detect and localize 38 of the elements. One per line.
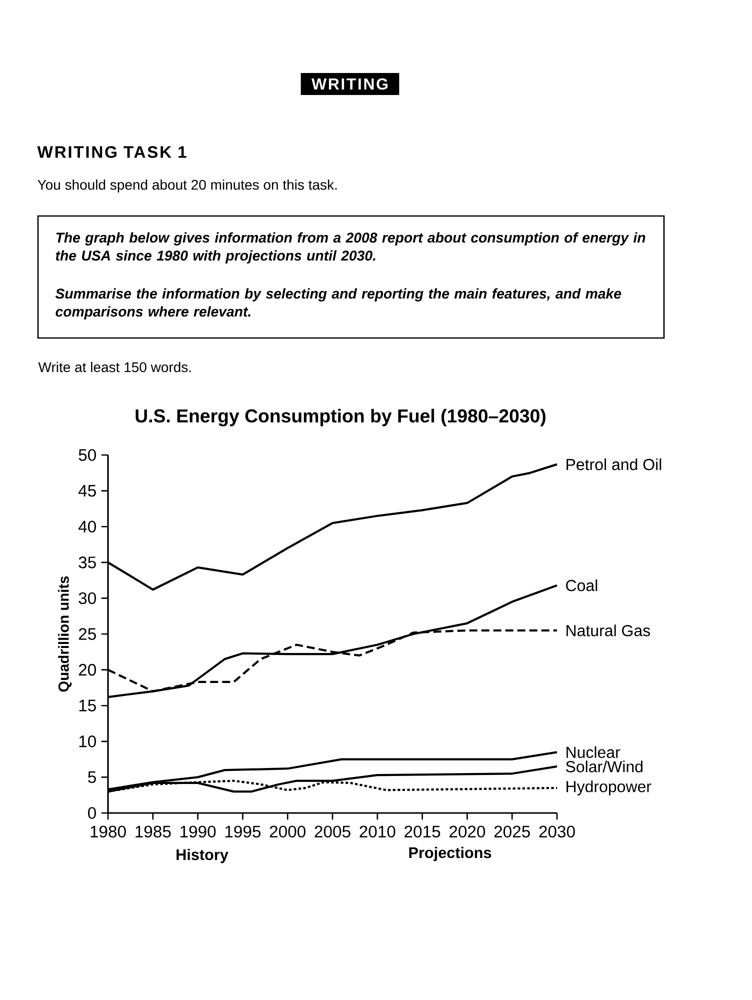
series-label: Petrol and Oil [566, 458, 662, 470]
series-label: Nuclear [566, 746, 620, 758]
x-tick-label: 1990 [180, 826, 216, 838]
y-axis-title: Quadrillion units [58, 576, 72, 692]
x-tick-label: 1980 [90, 826, 126, 838]
x-tick-label: 2015 [404, 826, 440, 838]
y-tick-label: 20 [78, 664, 96, 676]
x-tick-label: 2030 [539, 826, 575, 838]
series-label: Natural Gas [566, 624, 650, 636]
series-label: Solar/Wind [566, 760, 642, 772]
y-tick-label: 40 [78, 520, 96, 533]
y-tick-label: 30 [78, 592, 96, 604]
x-tick-label: 2025 [494, 826, 530, 838]
y-tick-label: 15 [79, 700, 96, 712]
x-tick-label: 2020 [449, 826, 486, 838]
text: Write at least 150 words. [38, 362, 191, 372]
x-tick-label: 1985 [136, 826, 171, 838]
x-tick-label: 2005 [314, 826, 350, 838]
text: WRITING TASK 1 [37, 146, 186, 158]
y-tick-label: 0 [88, 807, 96, 819]
text: The graph below gives information from a 2008 report about consumption of energy in the USA since 1980 with projections until 2030. [56, 232, 646, 264]
text: You should spend about 20 minutes on this task. [38, 179, 337, 193]
y-tick-label: 45 [78, 485, 96, 497]
y-tick-label: 5 [88, 771, 96, 784]
y-tick-label: 25 [78, 628, 96, 640]
y-tick-label: 50 [78, 449, 96, 461]
series-label: Coal [566, 579, 598, 592]
x-tick-label: 1995 [225, 826, 261, 838]
text: History [176, 848, 228, 864]
text: WRITING [312, 78, 388, 90]
y-tick-label: 10 [79, 736, 96, 748]
x-tick-label: 2010 [360, 826, 396, 838]
chart-title: U.S. Energy Consumption by Fuel (1980–2030) [136, 408, 546, 426]
text: Projections [409, 846, 492, 862]
y-tick-label: 35 [78, 556, 96, 568]
x-tick-label: 2000 [270, 826, 306, 838]
series-label: Hydropower [566, 780, 652, 796]
text: Summarise the information by selecting and reporting the main features, and make comparisons where relevant. [55, 288, 622, 320]
